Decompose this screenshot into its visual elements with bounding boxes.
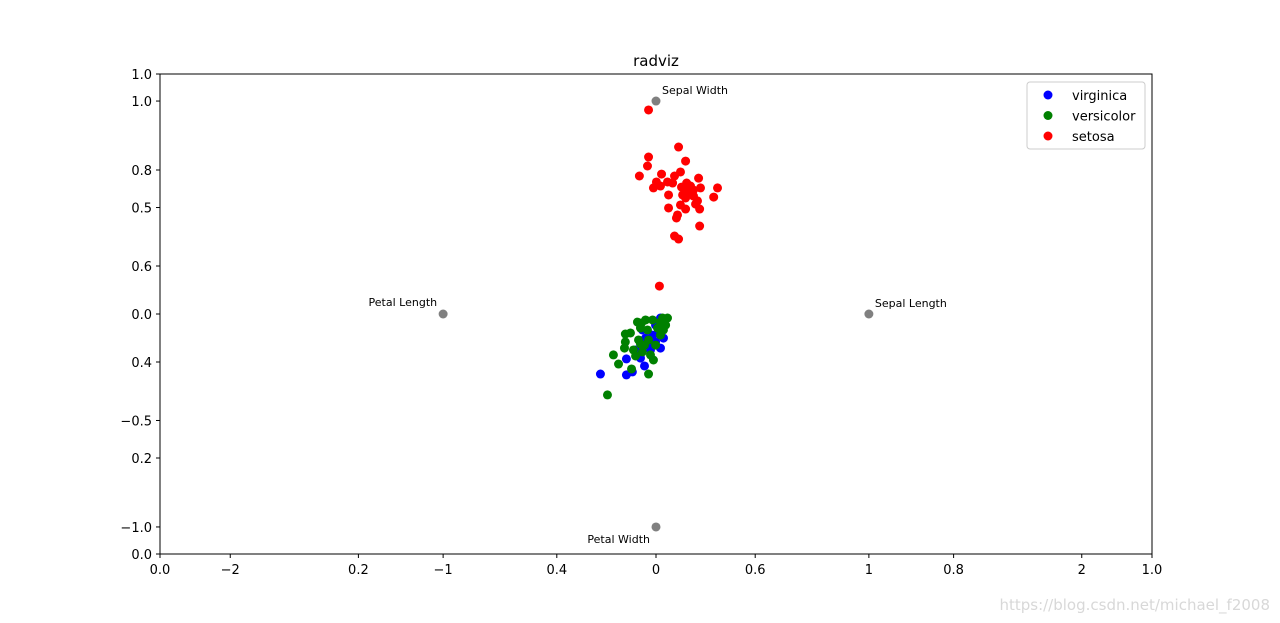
x-tick-label: 1 [865,563,873,578]
watermark: https://blog.csdn.net/michael_f2008 [999,596,1270,615]
point [695,183,705,193]
legend-marker [1043,111,1053,120]
point [637,347,647,357]
anchor-label: Petal Length [369,296,438,309]
x-tick-label: 0 [652,563,660,578]
point [658,313,668,323]
point [644,369,654,379]
legend-label: virginica [1072,89,1127,104]
y-tick-label: 0.8 [131,164,152,179]
chart-title: radviz [633,52,679,70]
point [654,281,664,291]
y-tick-label: 0.0 [131,548,152,563]
x-tick-label: 0.4 [546,563,567,578]
point [621,354,631,364]
point [668,178,678,188]
y-tick-label: −0.5 [120,414,152,429]
point [655,181,665,191]
point [664,190,674,200]
point [634,171,644,181]
point [681,204,691,214]
anchor-point [438,309,448,319]
point [644,105,654,115]
point [614,359,624,369]
point [608,350,618,360]
anchor-label: Sepal Length [875,297,947,310]
point [664,203,674,213]
point [674,142,684,152]
y-tick-label: −1.0 [120,521,152,536]
point [637,318,647,328]
x-tick-label: −1 [434,563,453,578]
point [695,221,705,231]
legend-box [1026,81,1146,150]
legend-marker [1043,90,1053,100]
x-tick-label: 2 [1078,563,1086,578]
point [681,156,691,166]
y-tick-label: 1.0 [131,95,152,110]
y-tick-label: 0.0 [131,308,152,323]
anchor-point [864,309,874,319]
x-tick-label: 0.2 [348,563,369,578]
point [709,192,719,202]
y-tick-label: 0.6 [131,260,152,275]
point [658,325,668,335]
y-tick-label: 0.4 [131,356,152,371]
point [694,173,704,183]
point [671,213,681,223]
legend-marker [1043,131,1053,141]
x-tick-label: 1.0 [1142,563,1163,578]
point [713,183,723,193]
point [625,328,635,338]
point [640,361,650,371]
plot-frame [159,73,1153,555]
anchor-point [651,522,661,532]
point [691,199,701,209]
point [642,325,652,335]
point [644,152,654,162]
x-tick-label: 0.0 [150,563,171,578]
anchor-point [651,96,661,106]
point [595,369,605,379]
anchor-label: Sepal Width [662,84,728,97]
point [634,335,644,345]
point [648,183,658,193]
point [640,340,650,350]
point [648,315,658,325]
point [602,390,612,400]
y-tick-label: 0.5 [131,202,152,217]
point [627,364,637,374]
x-tick-label: 0.8 [943,563,964,578]
y-tick-label: 0.2 [131,452,152,467]
x-tick-label: 0.6 [745,563,766,578]
y-tick-label: 1.0 [131,68,152,83]
point [642,161,652,171]
point [678,190,688,200]
point [631,351,641,361]
point [648,355,658,365]
point [620,337,630,347]
point [675,167,685,177]
x-tick-label: −2 [221,563,240,578]
legend-label: versicolor [1072,110,1136,125]
point [674,234,684,244]
anchor-label: Petal Width [587,533,650,546]
point [651,340,661,350]
point [657,169,667,179]
legend-label: setosa [1072,130,1115,145]
